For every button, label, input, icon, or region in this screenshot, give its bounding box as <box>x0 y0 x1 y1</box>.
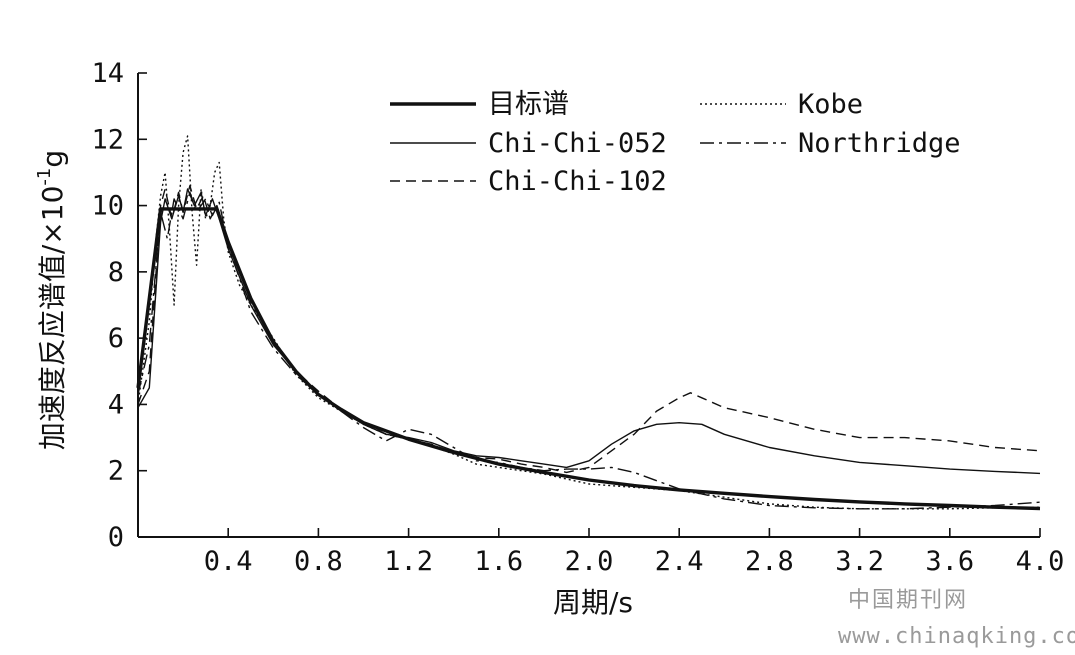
svg-text:加速度反应谱值/×10-1g: 加速度反应谱值/×10-1g <box>34 150 69 450</box>
legend-label-Northridge: Northridge <box>798 128 961 159</box>
x-tick-label: 3.2 <box>835 546 884 577</box>
y-tick-label: 2 <box>108 456 124 487</box>
y-tick-label: 6 <box>108 323 124 354</box>
y-tick-label: 4 <box>108 389 124 420</box>
legend-label-Kobe: Kobe <box>798 89 863 120</box>
series-line-Chi-Chi-102 <box>137 184 1041 474</box>
x-tick-label: 4.0 <box>1016 546 1065 577</box>
series-line-Northridge <box>137 191 1041 510</box>
series-lines <box>136 135 1041 511</box>
x-tick-label: 1.6 <box>474 546 523 577</box>
x-axis-title: 周期/s <box>553 586 633 619</box>
y-tick-label: 8 <box>108 257 124 288</box>
y-tick-label: 10 <box>91 191 124 222</box>
y-axis-title-unit: g <box>36 150 69 168</box>
series-line-Chi-Chi-052 <box>137 188 1041 475</box>
axes: 0 2 4 6 8 10 12 14 0.4 0.8 1.2 1.6 2.0 2.4 2.8 3.2 3.6 4.… <box>91 58 1064 577</box>
legend-label-Chi-Chi-052: Chi-Chi-052 <box>488 128 667 159</box>
legend-label-目标谱: 目标谱 <box>488 89 569 120</box>
legend-label-Chi-Chi-102: Chi-Chi-102 <box>488 166 667 197</box>
legend: 目标谱 Kobe Chi-Chi-052 Northridge Chi-Chi-102 <box>390 89 961 197</box>
y-tick-label: 12 <box>91 124 124 155</box>
x-tick-label: 2.8 <box>745 546 794 577</box>
y-axis-title-main: 加速度反应谱值/×10 <box>36 186 69 451</box>
x-tick-label: 1.2 <box>384 546 433 577</box>
y-tick-label: 14 <box>91 58 124 89</box>
watermark-url: www.chinaqking.com <box>838 624 1075 649</box>
x-tick-label: 3.6 <box>925 546 974 577</box>
series-line-目标谱 <box>136 207 1041 511</box>
y-axis-title: 加速度反应谱值/×10-1g <box>34 150 69 450</box>
x-tick-label: 2.4 <box>655 546 704 577</box>
y-tick-label: 0 <box>108 522 124 553</box>
watermark-site-name: 中国期刊网 <box>848 588 969 613</box>
x-tick-label: 0.8 <box>294 546 343 577</box>
y-axis-title-exponent: -1 <box>34 168 55 186</box>
x-tick-label: 0.4 <box>204 546 253 577</box>
x-tick-label: 2.0 <box>565 546 614 577</box>
